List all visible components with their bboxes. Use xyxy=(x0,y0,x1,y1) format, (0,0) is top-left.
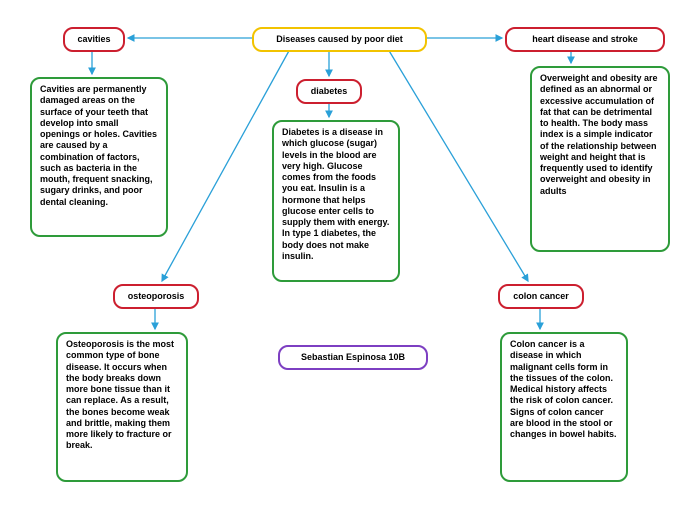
colon-cancer-node: colon cancer xyxy=(498,284,584,309)
colon-cancer-description: Colon cancer is a disease in which malig… xyxy=(500,332,628,482)
heart-node: heart disease and stroke xyxy=(505,27,665,52)
osteoporosis-node: osteoporosis xyxy=(113,284,199,309)
cavities-node: cavities xyxy=(63,27,125,52)
diabetes-description: Diabetes is a disease in which glucose (… xyxy=(272,120,400,282)
osteoporosis-description: Osteoporosis is the most common type of … xyxy=(56,332,188,482)
root-node: Diseases caused by poor diet xyxy=(252,27,427,52)
diabetes-node: diabetes xyxy=(296,79,362,104)
author-label: Sebastian Espinosa 10B xyxy=(278,345,428,370)
heart-description: Overweight and obesity are defined as an… xyxy=(530,66,670,252)
cavities-description: Cavities are permanently damaged areas o… xyxy=(30,77,168,237)
